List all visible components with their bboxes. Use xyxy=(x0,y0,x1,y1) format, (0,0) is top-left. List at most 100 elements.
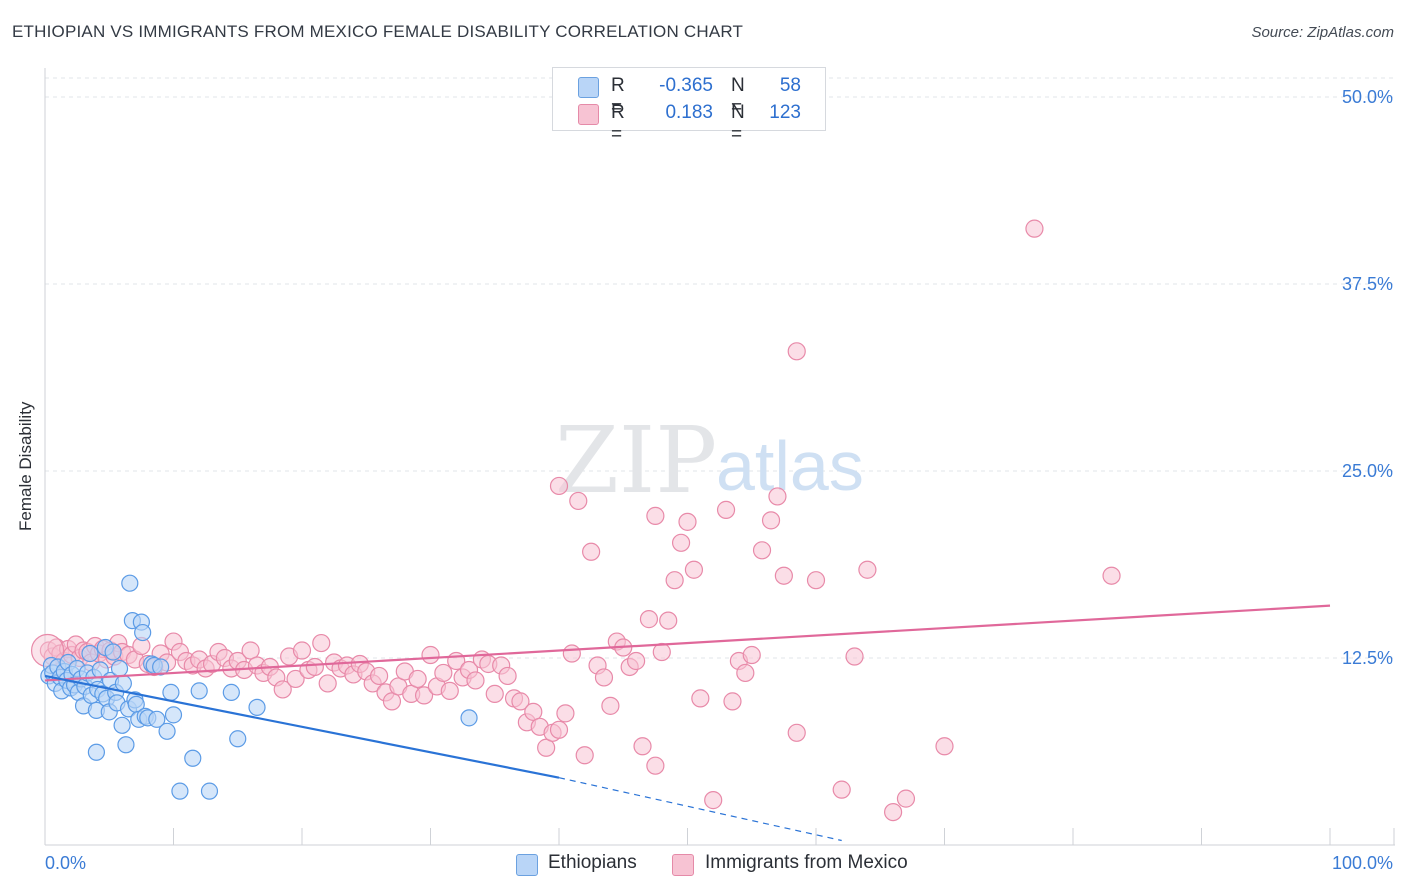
data-point-mexico xyxy=(684,560,704,579)
data-point-ethiopians xyxy=(184,749,202,767)
data-point-ethiopians xyxy=(134,623,152,642)
data-point-mexico xyxy=(716,500,736,519)
data-point-mexico xyxy=(286,669,305,689)
data-point-ethiopians xyxy=(158,722,176,740)
data-point-mexico xyxy=(806,571,826,590)
data-point-mexico xyxy=(549,476,569,496)
legend-swatch-blue xyxy=(578,77,599,98)
data-point-mexico xyxy=(556,704,575,723)
data-point-ethiopians xyxy=(81,644,99,663)
bottom-legend-swatch-blue xyxy=(516,854,538,876)
data-point-mexico xyxy=(292,641,312,660)
data-point-ethiopians xyxy=(190,682,208,700)
bottom-legend-label-ethiopians: Ethiopians xyxy=(548,852,637,873)
data-point-ethiopians xyxy=(162,683,180,702)
data-point-mexico xyxy=(659,611,678,630)
data-point-mexico xyxy=(582,542,601,561)
y-tick-label: 12.5% xyxy=(1342,648,1393,668)
data-point-mexico xyxy=(633,737,652,756)
y-axis-label: Female Disability xyxy=(16,401,35,531)
legend-n-value: 58 xyxy=(779,75,801,96)
data-point-mexico xyxy=(370,666,389,686)
legend-r-label: R = xyxy=(611,102,625,145)
legend-r-value: 0.183 xyxy=(665,102,713,123)
data-point-mexico xyxy=(241,641,260,660)
data-point-mexico xyxy=(774,566,793,585)
data-point-mexico xyxy=(832,780,851,799)
data-point-mexico xyxy=(652,642,671,662)
x-tick-label: 0.0% xyxy=(45,853,86,873)
tick-labels: 12.5% 25.0% 37.5% 50.0% 0.0% 100.0% xyxy=(45,87,1393,873)
data-point-mexico xyxy=(594,668,614,687)
data-point-mexico xyxy=(787,723,806,742)
data-point-mexico xyxy=(935,737,954,756)
data-point-mexico xyxy=(601,696,620,715)
data-point-mexico xyxy=(440,681,459,701)
watermark: ZIP atlas xyxy=(555,407,864,514)
bottom-legend-swatch-pink xyxy=(672,854,694,876)
data-point-ethiopians xyxy=(117,736,135,754)
data-point-ethiopians xyxy=(121,574,139,592)
data-point-ethiopians xyxy=(113,716,131,734)
legend-r-label: R = xyxy=(611,75,625,118)
data-point-mexico xyxy=(787,342,806,361)
trend-lines xyxy=(44,604,1331,842)
data-point-mexico xyxy=(1102,566,1121,585)
data-point-ethiopians xyxy=(460,709,478,727)
data-point-ethiopians xyxy=(171,782,189,800)
data-point-mexico xyxy=(498,666,517,686)
data-point-ethiopians xyxy=(152,658,170,676)
trend-line-mexico xyxy=(44,604,1331,682)
y-tick-label: 37.5% xyxy=(1342,274,1393,294)
data-point-mexico xyxy=(858,560,877,579)
data-point-mexico xyxy=(485,684,504,704)
x-tick-label: 100.0% xyxy=(1332,853,1393,873)
data-point-ethiopians xyxy=(148,710,166,728)
bottom-legend-label-mexico: Immigrants from Mexico xyxy=(705,852,908,873)
legend-n-label: N = xyxy=(731,102,745,145)
data-point-mexico xyxy=(537,738,556,757)
legend-r-value: -0.365 xyxy=(659,75,713,96)
data-point-ethiopians xyxy=(110,659,129,678)
legend-swatch-pink xyxy=(578,104,599,125)
grid-lines xyxy=(45,77,1395,659)
trend-line-ethiopians xyxy=(44,674,560,779)
legend-n-value: 123 xyxy=(769,102,801,123)
data-point-mexico xyxy=(896,789,916,808)
data-point-mexico xyxy=(569,491,588,511)
data-point-mexico xyxy=(466,671,485,690)
watermark-atlas: atlas xyxy=(716,427,864,505)
data-point-mexico xyxy=(768,487,787,506)
data-point-mexico xyxy=(639,610,659,629)
data-point-mexico xyxy=(665,571,684,590)
data-point-mexico xyxy=(742,645,761,665)
data-point-mexico xyxy=(845,647,864,666)
data-point-mexico xyxy=(646,506,665,525)
data-point-mexico xyxy=(305,657,324,677)
y-tick-label: 25.0% xyxy=(1342,461,1393,481)
data-point-mexico xyxy=(723,692,742,711)
data-point-ethiopians xyxy=(164,706,183,724)
data-point-mexico xyxy=(273,680,292,699)
data-point-mexico xyxy=(524,702,543,721)
data-point-ethiopians xyxy=(104,643,122,661)
data-point-mexico xyxy=(511,692,530,711)
correlation-legend: R = -0.365 N = 58 R = 0.183 N = 123 xyxy=(552,67,826,145)
data-point-ethiopians xyxy=(200,782,219,800)
data-point-mexico xyxy=(312,633,331,653)
source-label: Source: ZipAtlas.com xyxy=(1251,24,1394,41)
data-point-mexico xyxy=(562,644,581,663)
data-point-ethiopians xyxy=(114,674,132,693)
data-point-mexico xyxy=(704,791,723,810)
data-point-mexico xyxy=(626,651,646,671)
data-point-ethiopians xyxy=(222,683,240,702)
data-point-ethiopians xyxy=(229,730,247,748)
data-point-mexico xyxy=(318,674,337,693)
data-point-mexico xyxy=(1025,219,1044,238)
data-point-mexico xyxy=(382,692,402,711)
data-point-mexico xyxy=(434,663,453,683)
data-point-mexico xyxy=(421,645,440,665)
data-point-mexico xyxy=(575,746,594,765)
y-tick-label: 50.0% xyxy=(1342,87,1393,107)
